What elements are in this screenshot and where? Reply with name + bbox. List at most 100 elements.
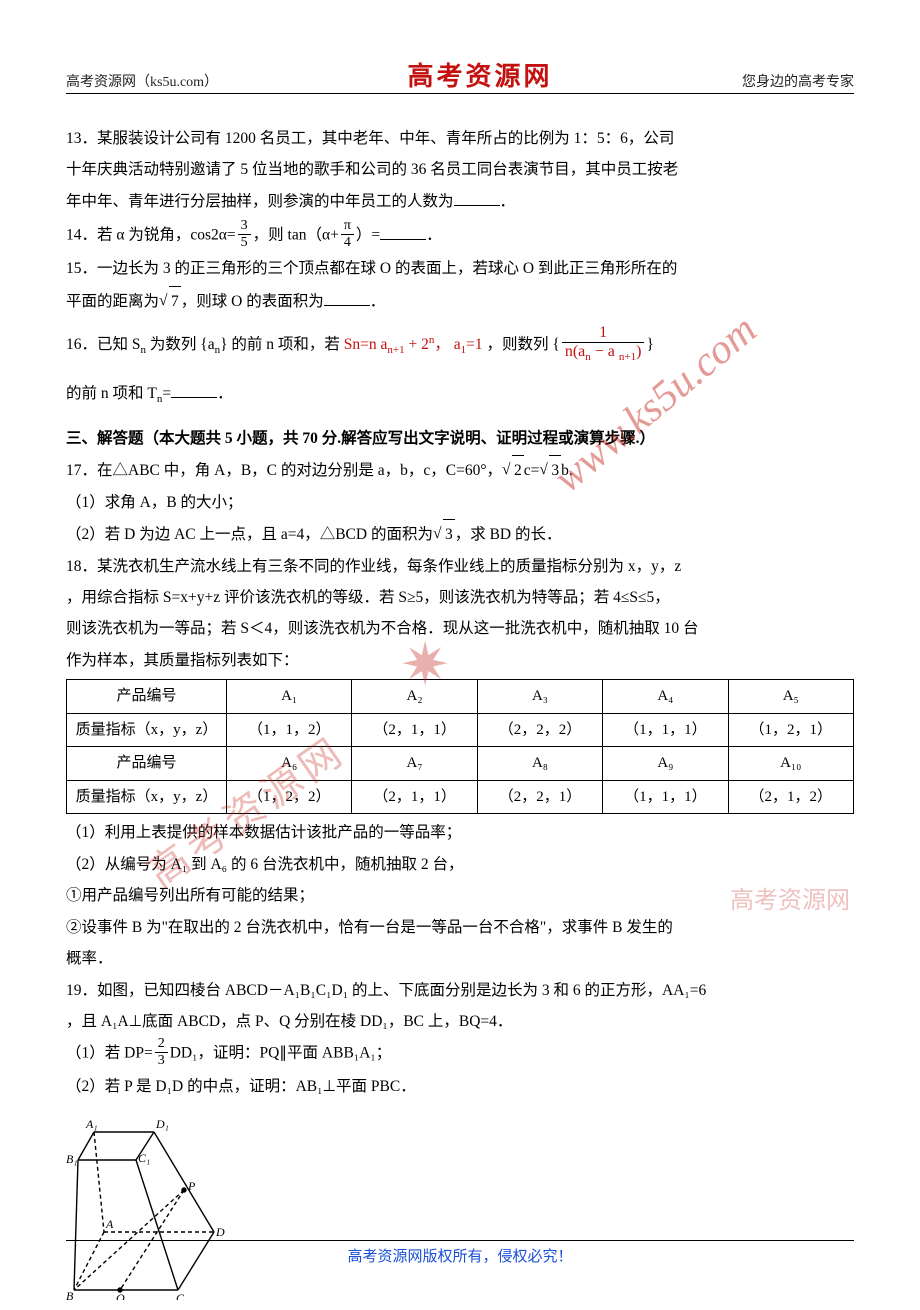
q15-line1: 15．一边长为 3 的正三角形的三个顶点都在球 O 的表面上，若球心 O 到此正… [66,254,854,283]
frac-num: 2 [155,1036,168,1052]
sqrt-icon: 3 [539,455,561,485]
q18-s4: ②设事件 B 为"在取出的 2 台洗衣机中，恰有一台是一等品一台不合格"，求事件… [66,913,854,942]
eq-comma: ， a [434,336,460,353]
q13-line3: 年中年、青年进行分层抽样，则参演的中年员工的人数为． [66,187,854,216]
cell: （1，2，2） [227,780,352,814]
cell-label: 产品编号 [67,680,227,714]
q16-l2-mid: = [162,385,171,402]
page: www.ks5u.com ✷ 高考资源网 高考资源网 高考资源网（ks5u.co… [0,0,920,1310]
q18-l4: 作为样本，其质量指标列表如下： [66,646,854,675]
page-footer: 高考资源网版权所有，侵权必究！ [0,1240,920,1266]
label-B1: B₁ [66,1152,78,1166]
cell: A₉ [603,747,728,781]
sqrt-val: 3 [549,455,561,485]
q19-l1: 19．如图，已知四棱台 ABCD－A₁B₁C₁D₁ 的上、下底面分别是边长为 3… [66,976,854,1005]
sqrt-val: 2 [512,455,524,485]
q16-mid1: 为数列 {a [146,336,215,353]
q16-mid2: } 的前 n 项和，若 [220,336,340,353]
q14: 14．若 α 为锐角，cos2α=35，则 tan（α+π4）=． [66,220,854,252]
header-right: 您身边的高考专家 [742,71,854,91]
q17-s2-pre: （2）若 D 为边 AC 上一点，且 a=4，△BCD 的面积为 [66,526,433,543]
eq-sub: n+1 [387,344,404,356]
q13-line3-post: ． [500,193,516,210]
cell: （2，1，1） [352,780,477,814]
label-A: A [105,1217,114,1231]
cell-label: 质量指标（x，y，z） [67,713,227,747]
label-P: P [187,1179,196,1193]
q19-s1: （1）若 DP=23DD₁，证明：PQ∥平面 ABB₁A₁； [66,1038,854,1070]
q17-s2-post: ，求 BD 的长． [455,526,562,543]
label-Q: Q [116,1291,125,1300]
label-D1: D₁ [155,1117,169,1131]
cell: （2，1，1） [352,713,477,747]
sqrt-val: 7 [169,286,181,316]
label-C: C [176,1291,185,1300]
q17-mid: c= [524,462,540,479]
cell: （2，1，2） [728,780,853,814]
header-left: 高考资源网（ks5u.com） [66,71,218,91]
cell: A₈ [477,747,602,781]
q14-pre: 14．若 α 为锐角，cos2α= [66,227,236,244]
label-A1: A₁ [85,1117,98,1131]
blank-fill [454,190,500,206]
q16-line2: 的前 n 项和 Tn=． [66,379,854,410]
q19-s2: （2）若 P 是 D₁D 的中点，证明：AB₁⊥平面 PBC． [66,1072,854,1101]
blank-fill [324,290,370,306]
cell: （1，1，1） [603,713,728,747]
cell: A₃ [477,680,602,714]
big-fraction: 1n(an − a n+1) [560,326,647,365]
frac-den: 5 [238,235,251,250]
den-post: ) [636,343,641,360]
cell: A₆ [227,747,352,781]
q16-mid3: ，则数列 { [487,336,560,353]
quality-table: 产品编号 A₁ A₂ A₃ A₄ A₅ 质量指标（x，y，z） （1，1，2） … [66,679,854,814]
footer-divider [66,1240,854,1241]
q13-line1: 13．某服装设计公司有 1200 名员工，其中老年、中年、青年所占的比例为 1：… [66,124,854,153]
label-D: D [215,1225,225,1239]
q18-l2: ，用综合指标 S=x+y+z 评价该洗衣机的等级．若 S≥5，则该洗衣机为特等品… [66,583,854,612]
sqrt-icon: 2 [502,455,524,485]
cell-label: 产品编号 [67,747,227,781]
q15-l2-post: ． [370,293,386,310]
q17-s1: （1）求角 A，B 的大小； [66,488,854,517]
table-row: 产品编号 A₁ A₂ A₃ A₄ A₅ [67,680,854,714]
q18-l1: 18．某洗衣机生产流水线上有三条不同的作业线，每条作业线上的质量指标分别为 x，… [66,552,854,581]
den-sub2: n+1 [619,351,636,363]
q18-s2: （2）从编号为 A₁ 到 A₆ 的 6 台洗衣机中，随机抽取 2 台， [66,850,854,879]
cell: A₅ [728,680,853,714]
frac-den: 4 [341,235,354,250]
blank-fill [380,224,426,240]
label-B: B [66,1289,74,1300]
label-C1: C₁ [138,1151,150,1165]
cell: A₇ [352,747,477,781]
prism-figure: A₁ D₁ B₁ C₁ P A D B Q C [66,1110,226,1300]
q13-line2: 十年庆典活动特别邀请了 5 位当地的歌手和公司的 36 名员工同台表演节目，其中… [66,155,854,184]
sqrt-icon: 3 [433,519,455,549]
footer-text: 高考资源网版权所有，侵权必究！ [347,1249,572,1265]
cell: A₁₀ [728,747,853,781]
cell: （2，2，1） [477,780,602,814]
q17-post: b. [561,462,573,479]
q14-post: ）= [356,227,380,244]
q18-s5: 概率． [66,944,854,973]
q16-l2-pre: 的前 n 项和 T [66,385,157,402]
sqrt-val: 3 [443,519,455,549]
cell: A₁ [227,680,352,714]
q16-pre: 16．已知 S [66,336,141,353]
q17-s2: （2）若 D 为边 AC 上一点，且 a=4，△BCD 的面积为 3，求 BD 的… [66,519,854,549]
q18-s3: ①用产品编号列出所有可能的结果； [66,881,854,910]
header-center: 高考资源网 [408,56,553,93]
den-pre: n(a [565,343,585,360]
eq-plus: + 2 [405,336,429,353]
cell: A₂ [352,680,477,714]
den-mid: − a [591,343,619,360]
cell: （1，1，2） [227,713,352,747]
frac-num: 3 [238,218,251,234]
q14-end: ． [426,227,442,244]
cell: （1，1，1） [603,780,728,814]
q18-l3: 则该洗衣机为一等品；若 S＜4，则该洗衣机为不合格．现从这一批洗衣机中，随机抽取… [66,614,854,643]
q16-brace-close: } [646,336,653,353]
q16-eq: Sn=n an+1 + 2n， a1=1 [344,336,487,353]
q19-l2: ，且 A₁A⊥底面 ABCD，点 P、Q 分别在棱 DD₁，BC 上，BQ=4． [66,1007,854,1036]
q15-line2: 平面的距离为7，则球 O 的表面积为． [66,286,854,316]
